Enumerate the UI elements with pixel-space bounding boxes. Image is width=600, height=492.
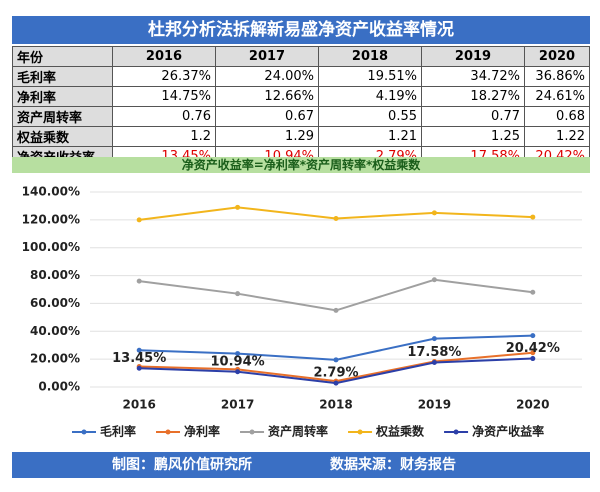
table-cell: 19.51% xyxy=(318,66,422,87)
data-table: 年份 2016 2017 2018 2019 2020 毛利率 26.37% 24.00% 19.… xyxy=(12,46,590,167)
point xyxy=(431,210,437,216)
footer: 制图：鹏风价值研究所 数据来源：财务报告 xyxy=(12,452,590,478)
point xyxy=(530,333,536,339)
point xyxy=(530,356,536,362)
legend-label: 资产周转率 xyxy=(268,424,328,439)
x-tick-label: 2017 xyxy=(221,398,254,412)
data-label: 17.58% xyxy=(407,345,461,360)
y-tick-label: 140.00% xyxy=(22,185,80,199)
data-label: 2.79% xyxy=(313,366,358,381)
legend-swatch-dot xyxy=(165,429,171,435)
table-cell: 18.27% xyxy=(421,86,525,107)
point xyxy=(235,369,241,375)
table-cell: 2018 xyxy=(318,46,422,67)
table-cell: 2020 xyxy=(524,46,590,67)
point xyxy=(136,365,142,371)
table-cell: 年份 xyxy=(12,46,113,67)
footer-right: 数据来源：财务报告 xyxy=(330,457,456,473)
series-line xyxy=(139,334,533,361)
point xyxy=(235,204,241,210)
point xyxy=(136,278,142,284)
table-cell: 1.22 xyxy=(524,126,590,147)
point xyxy=(333,215,339,221)
legend-swatch-dot xyxy=(453,429,459,435)
table-cell: 0.67 xyxy=(215,106,319,127)
table-cell: 14.75% xyxy=(112,86,216,107)
legend-swatch-dot xyxy=(249,429,255,435)
table-cell: 2019 xyxy=(421,46,525,67)
table-row: 资产周转率 0.76 0.67 0.55 0.77 0.68 xyxy=(12,106,590,127)
legend-swatch-dot xyxy=(357,429,363,435)
y-tick-label: 40.00% xyxy=(30,324,80,338)
table-cell: 1.2 xyxy=(112,126,216,147)
table-cell: 0.76 xyxy=(112,106,216,127)
table-cell: 34.72% xyxy=(421,66,525,87)
legend-label: 毛利率 xyxy=(100,424,136,439)
table-row: 年份 2016 2017 2018 2019 2020 xyxy=(12,46,590,67)
table-cell: 资产周转率 xyxy=(12,106,113,127)
data-label: 13.45% xyxy=(112,351,166,366)
table-cell: 0.55 xyxy=(318,106,422,127)
point xyxy=(530,350,536,356)
y-tick-label: 80.00% xyxy=(30,268,80,282)
formula: 净资产收益率=净利率*资产周转率*权益乘数 xyxy=(12,157,590,173)
y-tick-label: 0.00% xyxy=(38,380,80,394)
legend-label: 权益乘数 xyxy=(375,424,425,439)
chart: 0.00% 20.00% 40.00% 60.00% 80.00% 100.00% 120.… xyxy=(22,185,582,439)
data-label: 20.42% xyxy=(506,341,560,356)
table-cell: 1.21 xyxy=(318,126,422,147)
table-cell: 2017 xyxy=(215,46,319,67)
title: 杜邦分析法拆解新易盛净资产收益率情况 xyxy=(12,16,590,44)
series-line xyxy=(139,278,533,312)
x-tick-label: 2016 xyxy=(122,398,155,412)
table-cell: 4.19% xyxy=(318,86,422,107)
footer-left: 制图：鹏风价值研究所 xyxy=(112,457,252,473)
legend-swatch-dot xyxy=(81,429,87,435)
table-cell: 1.29 xyxy=(215,126,319,147)
point xyxy=(136,347,142,353)
table-cell: 2016 xyxy=(112,46,216,67)
table-cell: 26.37% xyxy=(112,66,216,87)
table-cell: 毛利率 xyxy=(12,66,113,87)
point xyxy=(431,277,437,283)
point xyxy=(530,214,536,220)
y-tick-label: 100.00% xyxy=(22,240,80,254)
point xyxy=(333,307,339,313)
point xyxy=(431,360,437,366)
table-cell: 0.68 xyxy=(524,106,590,127)
x-tick-label: 2019 xyxy=(418,398,451,412)
point xyxy=(333,357,339,363)
table-cell: 24.61% xyxy=(524,86,590,107)
table-row: 权益乘数 1.2 1.29 1.21 1.25 1.22 xyxy=(12,126,590,147)
table-row: 毛利率 26.37% 24.00% 19.51% 34.72% 36.86% xyxy=(12,66,590,87)
table-cell: 24.00% xyxy=(215,66,319,87)
y-tick-label: 20.00% xyxy=(30,352,80,366)
x-tick-label: 2018 xyxy=(319,398,352,412)
data-label: 10.94% xyxy=(211,354,265,369)
table-row: 净利率 14.75% 12.66% 4.19% 18.27% 24.61% xyxy=(12,86,590,107)
point xyxy=(333,380,339,386)
y-tick-label: 120.00% xyxy=(22,212,80,226)
table-cell: 权益乘数 xyxy=(12,126,113,147)
x-tick-label: 2020 xyxy=(516,398,549,412)
table-cell: 净利率 xyxy=(12,86,113,107)
point xyxy=(136,217,142,223)
table-cell: 1.25 xyxy=(421,126,525,147)
legend-label: 净资产收益率 xyxy=(472,424,544,439)
legend-label: 净利率 xyxy=(184,424,220,439)
y-tick-label: 60.00% xyxy=(30,296,80,310)
point xyxy=(235,351,241,357)
table-cell: 36.86% xyxy=(524,66,590,87)
point xyxy=(431,336,437,342)
table-cell: 0.77 xyxy=(421,106,525,127)
point xyxy=(235,291,241,297)
table-cell: 12.66% xyxy=(215,86,319,107)
point xyxy=(530,289,536,295)
